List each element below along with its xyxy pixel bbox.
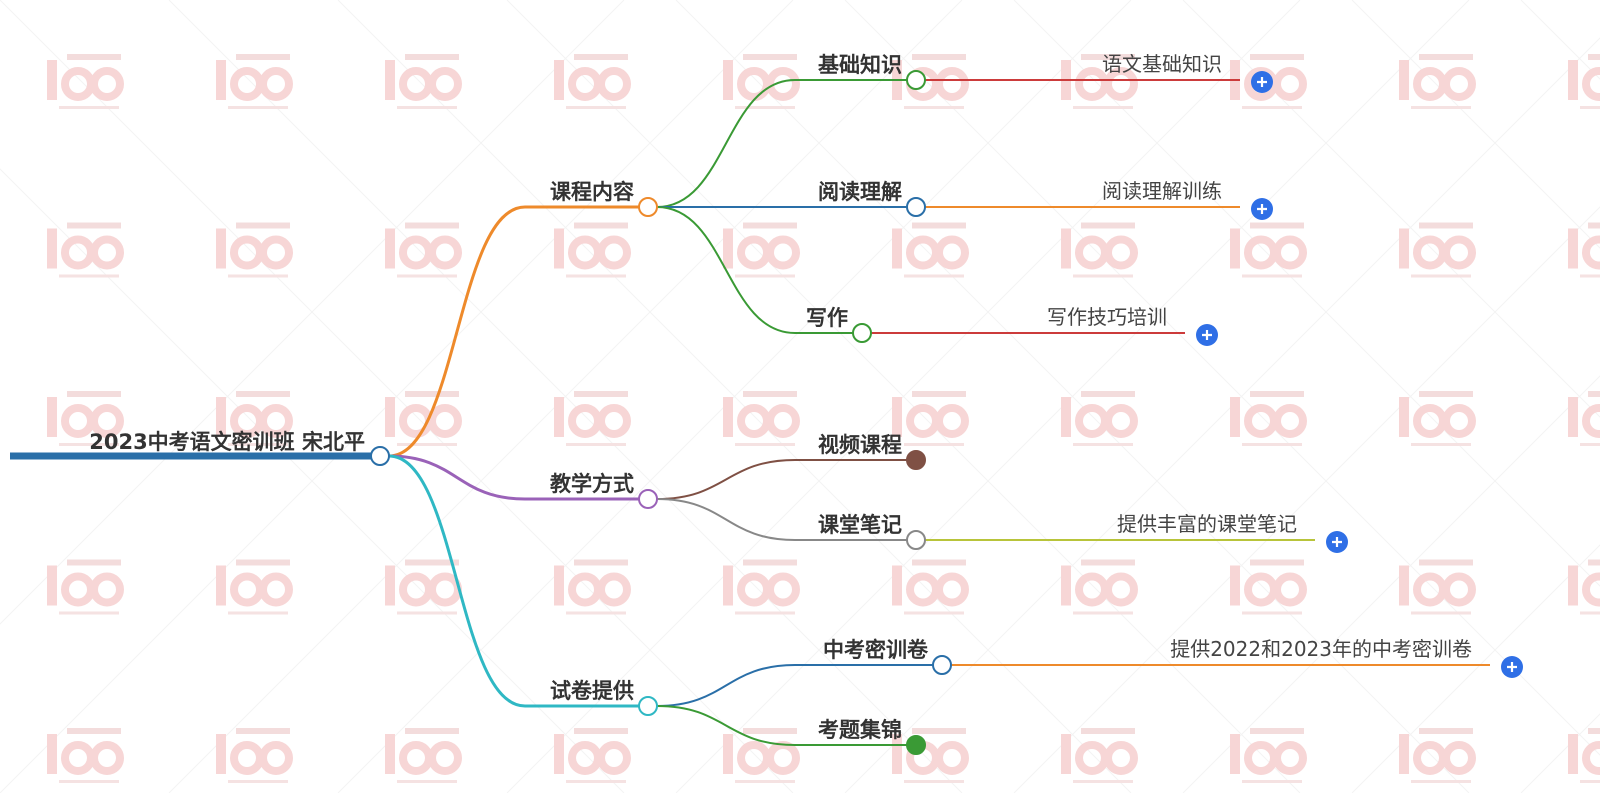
leaf-label: 写作技巧培训 — [1047, 305, 1167, 329]
watermark-logo — [1399, 391, 1476, 446]
topic-label: 基础知识 — [818, 53, 902, 77]
branch-node[interactable] — [638, 489, 658, 509]
topic-node[interactable] — [852, 323, 872, 343]
topic-node[interactable] — [906, 735, 926, 755]
watermark-logo — [723, 559, 800, 615]
topic-label: 考题集锦 — [818, 718, 902, 742]
topic-node[interactable] — [906, 450, 926, 470]
watermark-logo — [216, 222, 293, 278]
watermark-logo — [892, 391, 969, 446]
watermark-logo — [554, 559, 631, 615]
watermark-logo — [385, 54, 462, 109]
topic-node[interactable] — [932, 655, 952, 675]
watermark-logo — [1399, 222, 1476, 278]
branch-node[interactable] — [638, 197, 658, 217]
watermark-logo — [1230, 559, 1307, 615]
watermark-logo — [1230, 728, 1307, 783]
topic-label: 中考密训卷 — [823, 638, 929, 662]
watermark-logo — [554, 54, 631, 109]
plus-icon[interactable] — [1501, 656, 1523, 678]
watermark-logo — [1061, 728, 1138, 783]
watermark-logo — [47, 391, 124, 446]
topic-node[interactable] — [906, 70, 926, 90]
root-node[interactable] — [370, 446, 390, 466]
leaf-label: 阅读理解训练 — [1102, 179, 1222, 203]
branch-label: 课程内容 — [550, 180, 634, 204]
watermark-logo — [1399, 54, 1476, 109]
watermark-logo — [1230, 54, 1307, 109]
watermark-logo — [385, 728, 462, 783]
watermark-logo — [723, 54, 800, 109]
watermark-logo — [47, 559, 124, 615]
connector — [388, 454, 526, 501]
watermark-logo — [892, 559, 969, 615]
connector — [388, 205, 526, 458]
watermark-logo — [723, 222, 800, 278]
watermark-logo — [1399, 728, 1476, 783]
watermark-logo — [1568, 728, 1600, 783]
branch-node[interactable] — [638, 696, 658, 716]
branch-label: 教学方式 — [550, 472, 634, 496]
watermark-logo — [1230, 391, 1307, 446]
root-label: 2023中考语文密训班 宋北平 — [89, 430, 365, 454]
watermark-logo — [554, 728, 631, 783]
watermark-logo — [216, 559, 293, 615]
connector — [388, 454, 526, 708]
leaf-label: 语文基础知识 — [1102, 52, 1222, 76]
topic-label: 视频课程 — [818, 433, 902, 457]
watermark-logo — [1568, 54, 1600, 109]
watermark-logo — [385, 222, 462, 278]
watermark-logo — [47, 222, 124, 278]
watermark-logo — [1568, 222, 1600, 278]
connector — [656, 664, 796, 707]
watermark-logo — [723, 391, 800, 446]
connector — [656, 206, 796, 334]
leaf-label: 提供2022和2023年的中考密训卷 — [1170, 637, 1472, 661]
branch-label: 试卷提供 — [550, 679, 634, 703]
watermark-logo — [216, 728, 293, 783]
topic-label: 写作 — [806, 306, 848, 330]
watermark-logo — [385, 559, 462, 615]
watermark-logo — [1230, 222, 1307, 278]
plus-icon[interactable] — [1251, 71, 1273, 93]
watermark-logo — [1568, 391, 1600, 446]
watermark-logo — [1061, 222, 1138, 278]
watermark-logo — [1061, 559, 1138, 615]
watermark-logo — [1568, 559, 1600, 615]
topic-node[interactable] — [906, 197, 926, 217]
plus-icon[interactable] — [1196, 324, 1218, 346]
topic-label: 阅读理解 — [818, 180, 902, 204]
watermark-logo — [216, 391, 293, 446]
topic-node[interactable] — [906, 530, 926, 550]
plus-icon[interactable] — [1251, 198, 1273, 220]
plus-icon[interactable] — [1326, 531, 1348, 553]
watermark-logo — [216, 54, 293, 109]
watermark-logo — [554, 222, 631, 278]
watermark-logo — [1061, 391, 1138, 446]
watermark-logo — [1399, 559, 1476, 615]
topic-label: 课堂笔记 — [818, 513, 902, 537]
connector — [656, 79, 796, 208]
connector — [656, 705, 796, 746]
connector — [656, 459, 796, 500]
watermark-logo — [47, 54, 124, 109]
watermark-logo — [47, 728, 124, 783]
leaf-label: 提供丰富的课堂笔记 — [1117, 512, 1297, 536]
watermark-logo — [554, 391, 631, 446]
connector — [656, 498, 796, 541]
watermark-logo — [892, 222, 969, 278]
